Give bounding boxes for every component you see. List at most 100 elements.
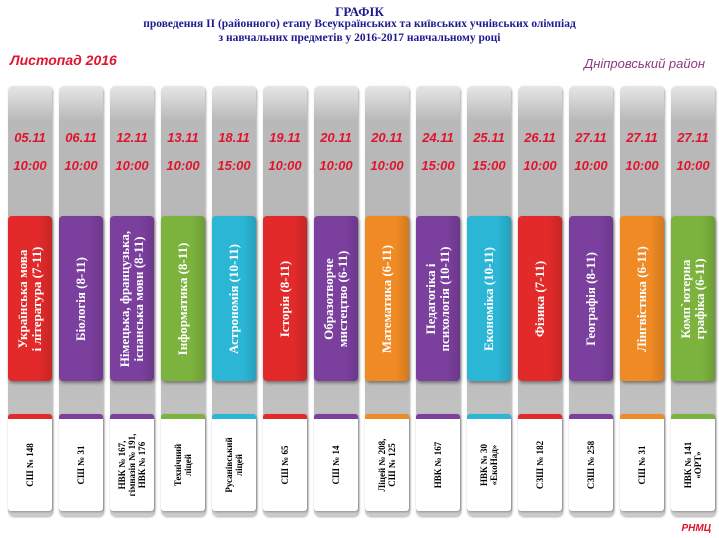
date-label: 24.11 <box>422 130 454 145</box>
schedule-column: 19.11 10:00 Історія (8-11) СШ № 65 <box>263 86 307 516</box>
time-label: 10:00 <box>625 158 659 173</box>
subject-box: Комп`ютерна графіка (6-11) <box>671 216 715 381</box>
schedule-subtitle-line-2: з навчальних предметів у 2016-2017 навча… <box>218 32 501 44</box>
time-label: 15:00 <box>421 158 455 173</box>
date-label: 05.11 <box>14 130 46 145</box>
date-label: 13.11 <box>167 130 199 145</box>
schedule-columns: 05.11 10:00 Українська мова і література (7… <box>0 80 719 520</box>
time-label: 10:00 <box>523 158 557 173</box>
date-label: 27.11 <box>677 130 709 145</box>
subject-box: Лінгвістика (6-11) <box>620 216 664 381</box>
subject-label: Лінгвістика (6-11) <box>634 245 649 352</box>
time-label: 15:00 <box>217 158 251 173</box>
subject-box: Економіка (10-11) <box>467 216 511 381</box>
subject-label: Інформатика (8-11) <box>175 242 190 355</box>
venue-label: Технічний ліцей <box>173 443 193 487</box>
subject-box: Інформатика (8-11) <box>161 216 205 381</box>
venue-box: НВК № 141 «ОРТ» <box>671 414 715 511</box>
schedule-column: 06.11 10:00 Біологія (8-11) СШ № 31 <box>59 86 103 516</box>
venue-box: СШ № 31 <box>620 414 664 511</box>
time-label: 10:00 <box>268 158 302 173</box>
date-label: 27.11 <box>626 130 658 145</box>
venue-label: Русанівський ліцей <box>224 437 244 493</box>
date-label: 26.11 <box>524 130 556 145</box>
time-label: 10:00 <box>115 158 149 173</box>
subject-box: Астрономія (10-11) <box>212 216 256 381</box>
subject-box: Біологія (8-11) <box>59 216 103 381</box>
subject-label: Математика (6-11) <box>379 244 394 353</box>
venue-label: НВК № 167, гімназія № 191, НВК № 176 <box>117 433 147 497</box>
venue-box: НВК № 167, гімназія № 191, НВК № 176 <box>110 414 154 511</box>
venue-box: НВК № 30 «ЕкоНад» <box>467 414 511 511</box>
subject-box: Фізика (7-11) <box>518 216 562 381</box>
venue-label: НВК № 30 «ЕкоНад» <box>479 443 499 487</box>
subject-label: Астрономія (10-11) <box>226 243 241 354</box>
subject-label: Українська мова і література (7-11) <box>15 246 44 351</box>
schedule-title: ГРАФІК <box>335 4 384 19</box>
subject-box: Німецька, французька, іспанська мови (8-1… <box>110 216 154 381</box>
venue-label: СЗШ № 182 <box>535 440 545 490</box>
subject-label: Комп`ютерна графіка (6-11) <box>678 257 707 340</box>
subject-box: Образотворче мистецтво (6-11) <box>314 216 358 381</box>
subject-box: Українська мова і література (7-11) <box>8 216 52 381</box>
date-label: 25.11 <box>473 130 505 145</box>
schedule-column: 27.11 10:00 Лінгвістика (6-11) СШ № 31 <box>620 86 664 516</box>
venue-label: НВК № 167 <box>433 441 443 489</box>
schedule-column: 20.11 10:00 Математика (6-11) Ліцей № 208, С… <box>365 86 409 516</box>
subject-label: Біологія (8-11) <box>73 256 88 341</box>
time-label: 10:00 <box>64 158 98 173</box>
venue-box: СЗШ № 182 <box>518 414 562 511</box>
time-label: 10:00 <box>676 158 710 173</box>
subject-label: Німецька, французька, іспанська мови (8-1… <box>117 230 146 367</box>
schedule-column: 27.11 10:00 Комп`ютерна графіка (6-11) НВК №… <box>671 86 715 516</box>
venue-box: СШ № 148 <box>8 414 52 511</box>
date-label: 19.11 <box>269 130 301 145</box>
month-label: Листопад 2016 <box>10 52 117 68</box>
venue-label: СШ № 14 <box>331 445 341 485</box>
subject-box: Географія (8-11) <box>569 216 613 381</box>
schedule-column: 13.11 10:00 Інформатика (8-11) Технічний ліц… <box>161 86 205 516</box>
subject-label: Фізика (7-11) <box>532 260 547 337</box>
venue-label: СШ № 148 <box>25 443 35 487</box>
venue-box: СШ № 14 <box>314 414 358 511</box>
schedule-column: 12.11 10:00 Німецька, французька, іспанська… <box>110 86 154 516</box>
venue-box: НВК № 167 <box>416 414 460 511</box>
schedule-column: 25.11 15:00 Економіка (10-11) НВК № 30 «ЕкоН… <box>467 86 511 516</box>
schedule-column: 27.11 10:00 Географія (8-11) СЗШ № 258 <box>569 86 613 516</box>
time-label: 10:00 <box>319 158 353 173</box>
venue-box: СЗШ № 258 <box>569 414 613 511</box>
date-label: 12.11 <box>116 130 148 145</box>
venue-box: Русанівський ліцей <box>212 414 256 511</box>
footer-org-label: РНМЦ <box>681 523 711 534</box>
venue-label: СШ № 31 <box>76 445 86 485</box>
date-label: 06.11 <box>65 130 97 145</box>
venue-label: СШ № 31 <box>637 445 647 485</box>
time-label: 10:00 <box>166 158 200 173</box>
date-label: 18.11 <box>218 130 250 145</box>
schedule-column: 20.11 10:00 Образотворче мистецтво (6-11) СШ… <box>314 86 358 516</box>
schedule-column: 05.11 10:00 Українська мова і література (7… <box>8 86 52 516</box>
subject-label: Образотворче мистецтво (6-11) <box>321 250 350 347</box>
date-label: 20.11 <box>371 130 403 145</box>
venue-label: Ліцей № 208, СШ № 125 <box>377 438 397 492</box>
subject-box: Математика (6-11) <box>365 216 409 381</box>
schedule-column: 18.11 15:00 Астрономія (10-11) Русанівський… <box>212 86 256 516</box>
time-label: 10:00 <box>574 158 608 173</box>
venue-label: СШ № 65 <box>280 445 290 485</box>
subject-box: Історія (8-11) <box>263 216 307 381</box>
time-label: 15:00 <box>472 158 506 173</box>
schedule-subtitle-line-1: проведення ІІ (районного) етапу Всеукраї… <box>143 18 576 30</box>
time-label: 10:00 <box>13 158 47 173</box>
district-label: Дніпровський район <box>584 56 705 71</box>
schedule-column: 24.11 15:00 Педагогіка і психологія (10-11)… <box>416 86 460 516</box>
subject-label: Історія (8-11) <box>277 260 292 337</box>
time-label: 10:00 <box>370 158 404 173</box>
venue-label: НВК № 141 «ОРТ» <box>683 441 703 489</box>
subject-label: Економіка (10-11) <box>481 246 496 351</box>
date-label: 27.11 <box>575 130 607 145</box>
schedule-column: 26.11 10:00 Фізика (7-11) СЗШ № 182 <box>518 86 562 516</box>
date-label: 20.11 <box>320 130 352 145</box>
subject-label: Педагогіка і психологія (10-11) <box>423 246 452 351</box>
subject-label: Географія (8-11) <box>583 251 598 346</box>
venue-box: СШ № 31 <box>59 414 103 511</box>
